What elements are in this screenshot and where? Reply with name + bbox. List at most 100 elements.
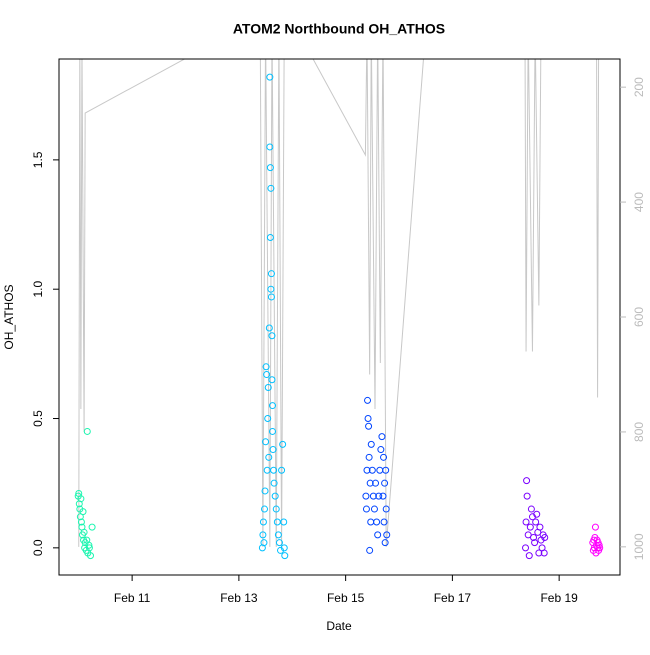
x-tick-label: Feb 15 — [327, 591, 365, 605]
data-point — [264, 415, 272, 423]
data-point — [374, 531, 382, 539]
x-tick-label: Feb 17 — [434, 591, 472, 605]
data-point — [591, 523, 599, 531]
data-point — [366, 546, 374, 554]
data-point — [270, 479, 278, 487]
y-tick-label: 1.0 — [31, 281, 45, 298]
data-point — [381, 479, 389, 487]
data-point — [268, 332, 276, 340]
data-point — [265, 453, 273, 461]
data-point — [522, 518, 530, 526]
data-point — [77, 495, 85, 503]
data-point — [382, 466, 390, 474]
plot-area — [74, 59, 604, 560]
data-point — [366, 479, 374, 487]
data-point — [267, 293, 275, 301]
data-point — [85, 544, 93, 552]
data-point — [266, 73, 274, 81]
data-point — [382, 505, 390, 513]
data-point — [525, 552, 533, 560]
data-point — [269, 446, 277, 454]
data-point — [541, 533, 549, 541]
data-point — [281, 552, 289, 560]
x-tick-label: Feb 13 — [220, 591, 258, 605]
data-point — [271, 492, 279, 500]
y-tick-label: 0.5 — [31, 410, 45, 427]
data-point — [268, 376, 276, 384]
data-point — [535, 549, 543, 557]
data-point — [262, 438, 270, 446]
data-point — [375, 492, 383, 500]
y2-tick-label: 400 — [632, 192, 646, 212]
data-point — [269, 427, 277, 435]
data-point — [261, 487, 269, 495]
data-point — [83, 427, 91, 435]
data-point — [595, 541, 603, 549]
data-point — [85, 541, 93, 549]
y-tick-label: 0.0 — [31, 539, 45, 556]
data-point — [267, 285, 275, 293]
data-point — [274, 531, 282, 539]
data-point — [523, 477, 531, 485]
x-tick-label: Feb 11 — [114, 591, 151, 605]
data-point — [381, 539, 389, 547]
data-point — [80, 528, 88, 536]
chart-title: ATOM2 Northbound OH_ATHOS — [233, 21, 445, 37]
data-point — [263, 371, 271, 379]
data-point — [527, 505, 535, 513]
data-point — [266, 164, 274, 172]
data-point — [364, 415, 372, 423]
data-point — [86, 552, 94, 560]
data-point — [261, 505, 269, 513]
data-point — [367, 518, 375, 526]
data-point — [368, 466, 376, 474]
data-point — [264, 383, 272, 391]
y2-tick-label: 800 — [632, 422, 646, 442]
plot-frame — [58, 58, 621, 576]
x-axis-label: Date — [326, 619, 352, 633]
data-point — [275, 539, 283, 547]
data-point — [363, 466, 371, 474]
data-point — [383, 531, 391, 539]
data-point — [269, 402, 277, 410]
data-point — [523, 492, 531, 500]
data-point — [262, 363, 270, 371]
data-point — [369, 492, 377, 500]
data-point — [266, 143, 274, 151]
data-point — [260, 539, 268, 547]
data-point — [372, 479, 380, 487]
data-point — [273, 518, 281, 526]
data-point — [533, 510, 541, 518]
data-point — [522, 544, 530, 552]
data-point — [77, 518, 85, 526]
data-point — [278, 466, 286, 474]
data-point — [88, 523, 96, 531]
data-point — [362, 492, 370, 500]
data-point — [367, 440, 375, 448]
data-point — [370, 505, 378, 513]
data-point — [365, 422, 373, 430]
data-point — [267, 184, 275, 192]
data-point — [362, 505, 370, 513]
data-point — [532, 518, 540, 526]
data-point — [364, 396, 372, 404]
data-point — [378, 433, 386, 441]
data-point — [530, 533, 538, 541]
x-tick-label: Feb 19 — [540, 591, 578, 605]
data-point — [526, 523, 534, 531]
y2-tick-label: 600 — [632, 307, 646, 327]
data-point — [267, 270, 275, 278]
data-point — [270, 466, 278, 474]
y-tick-label: 1.5 — [31, 151, 45, 168]
data-point — [373, 518, 381, 526]
data-point — [365, 453, 373, 461]
data-point — [536, 523, 544, 531]
data-point — [280, 544, 288, 552]
y-axis-label: OH_ATHOS — [2, 284, 16, 349]
data-point — [79, 508, 87, 516]
data-point — [259, 518, 267, 526]
data-point — [280, 518, 288, 526]
data-point — [266, 233, 274, 241]
data-point — [259, 531, 267, 539]
